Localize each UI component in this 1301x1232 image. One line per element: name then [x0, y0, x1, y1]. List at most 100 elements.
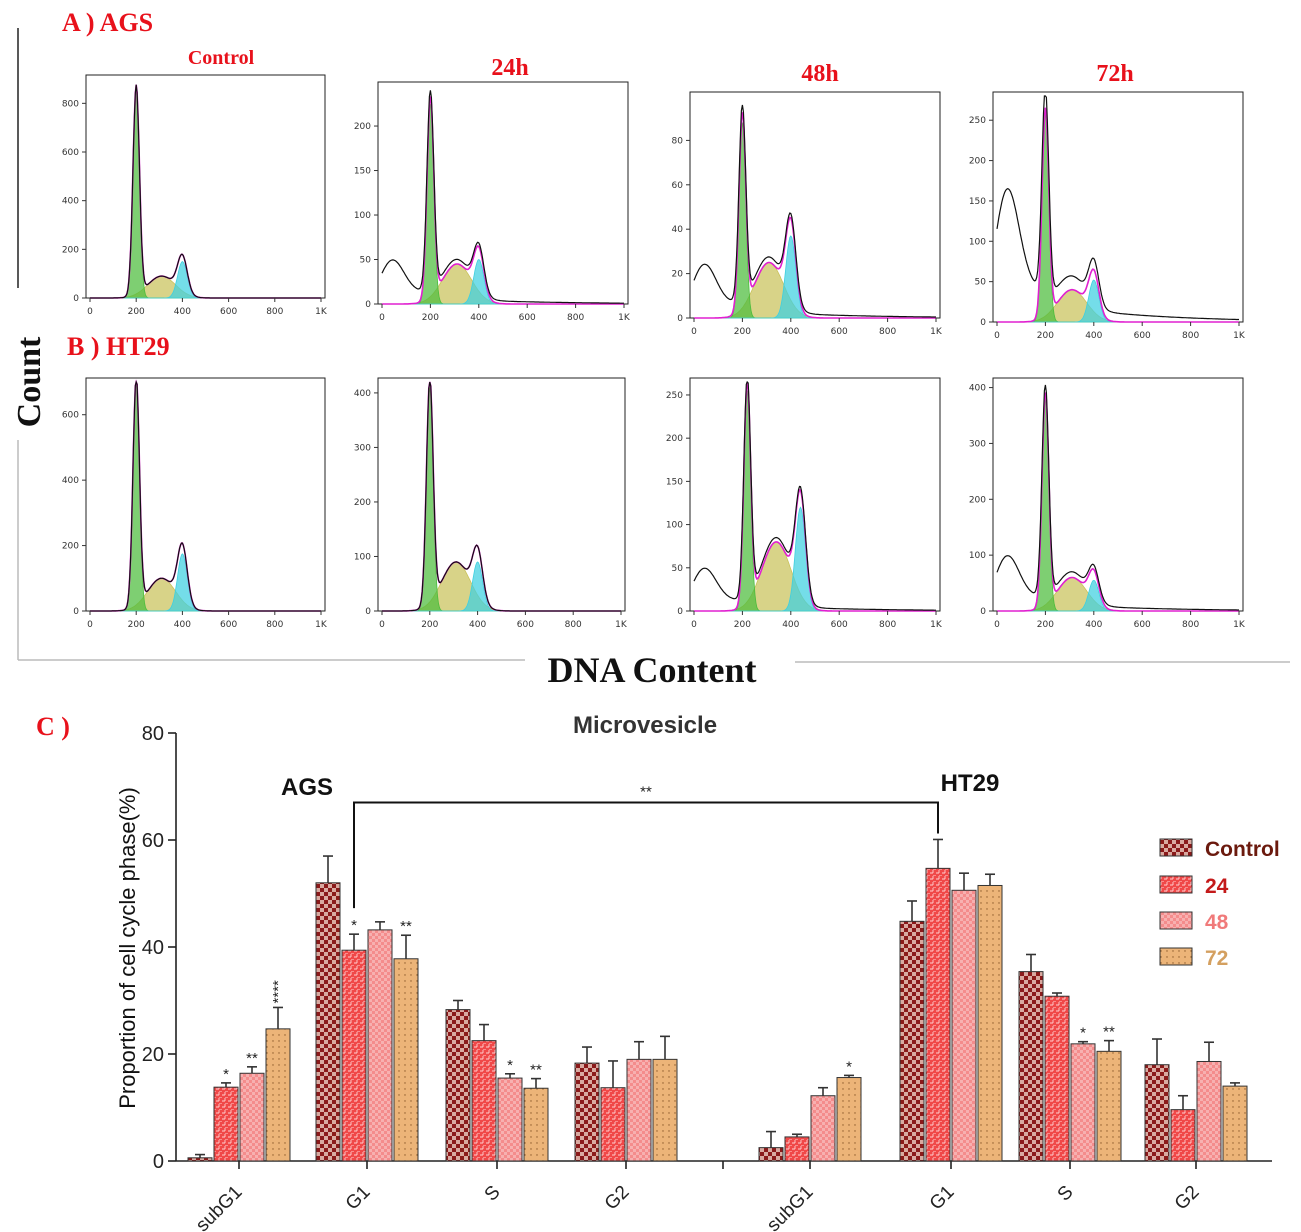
- histogram-x-tick-label: 1K: [315, 620, 328, 630]
- histogram-data-line: [693, 380, 936, 611]
- histogram-x-tick-label: 200: [734, 620, 751, 630]
- bar-ht29-g2-24: [1170, 1109, 1196, 1162]
- histogram-x-tick-label: 1K: [1233, 331, 1246, 341]
- histogram-y-tick-label: 50: [975, 278, 987, 288]
- significance-stars: **: [1103, 1024, 1115, 1041]
- histogram-y-tick-label: 0: [73, 607, 79, 617]
- x-tick-label: G1: [926, 1182, 959, 1215]
- bar-ht29-s-control: [1018, 971, 1044, 1162]
- histogram-y-tick-label: 200: [62, 245, 79, 255]
- histogram-y-tick-label: 200: [354, 498, 371, 508]
- significance-stars: *: [846, 1058, 852, 1075]
- histogram-frame: [992, 377, 1244, 612]
- histogram-x-tick-label: 600: [1134, 620, 1151, 630]
- bar-ht29-g1-72: [977, 884, 1003, 1162]
- x-tick-label: S: [1054, 1182, 1078, 1206]
- panel-b-label: B ) HT29: [67, 332, 170, 361]
- histogram-y-tick-label: 600: [62, 411, 79, 421]
- histogram-data-line: [90, 379, 321, 612]
- x-tick-label: S: [481, 1182, 505, 1206]
- histogram-y-tick-label: 60: [672, 181, 684, 191]
- x-tick-label: G2: [1171, 1182, 1204, 1215]
- histogram-model-line: [997, 107, 1239, 323]
- histogram-x-tick-label: 0: [994, 620, 1000, 630]
- histogram-x-tick-label: 0: [994, 331, 1000, 341]
- histogram-y-tick-label: 200: [354, 122, 371, 132]
- histogram-x-tick-label: 400: [470, 313, 487, 323]
- legend-label-48: 48: [1205, 911, 1229, 934]
- histogram-y-tick-label: 0: [365, 300, 371, 310]
- legend-swatch-48: [1159, 911, 1193, 930]
- histogram-x-tick-label: 800: [266, 307, 283, 317]
- histogram-x-tick-label: 200: [1037, 620, 1054, 630]
- histogram-frame: [377, 81, 629, 305]
- histogram-x-tick-label: 1K: [315, 307, 328, 317]
- histogram-x-tick-label: 800: [879, 327, 896, 337]
- histogram-x-tick-label: 1K: [1233, 620, 1246, 630]
- histogram-frame: [689, 377, 941, 612]
- histogram-y-tick-label: 100: [666, 521, 683, 531]
- histogram-x-tick-label: 0: [379, 620, 385, 630]
- bar-ags-s-control: [445, 1009, 471, 1162]
- histogram-y-tick-label: 250: [666, 391, 683, 401]
- significance-stars: *: [507, 1057, 513, 1074]
- bar-ags-g1-24: [341, 949, 367, 1162]
- histogram-data-line: [90, 84, 321, 299]
- histogram-x-tick-label: 200: [422, 313, 439, 323]
- histogram-frame: [689, 91, 941, 319]
- bar-ht29-s-72: [1096, 1050, 1122, 1162]
- histogram-y-tick-label: 400: [62, 197, 79, 207]
- histogram-y-tick-label: 150: [354, 167, 371, 177]
- bar-ht29-g1-48: [951, 889, 977, 1162]
- chart-title: Microvesicle: [573, 712, 717, 739]
- histogram-y-tick-label: 400: [62, 476, 79, 486]
- histogram-x-tick-label: 200: [128, 307, 145, 317]
- histogram-data-line: [381, 90, 624, 304]
- bar-ags-s-24: [471, 1040, 497, 1162]
- histogram-data-line: [693, 104, 936, 318]
- significance-stars: **: [400, 918, 412, 935]
- histogram-x-tick-label: 800: [879, 620, 896, 630]
- significance-stars: **: [246, 1050, 258, 1067]
- y-tick-label: 0: [153, 1151, 164, 1173]
- histogram-ht29-3: 0 200 400 600 800 1K 0 100 200 300 400: [969, 377, 1246, 630]
- histogram-x-tick-label: 800: [1182, 331, 1199, 341]
- legend-swatch-24: [1159, 875, 1193, 894]
- histogram-x-tick-label: 0: [87, 620, 93, 630]
- legend-label-72: 72: [1205, 947, 1228, 970]
- histogram-x-tick-label: 400: [1085, 620, 1102, 630]
- x-tick-label: subG1: [192, 1182, 246, 1232]
- significance-bracket: [353, 801, 939, 909]
- histogram-y-tick-label: 50: [672, 564, 684, 574]
- histogram-y-tick-label: 150: [969, 197, 986, 207]
- x-tick-label: G1: [342, 1182, 375, 1215]
- histogram-data-line: [382, 381, 621, 612]
- histogram-x-tick-label: 600: [1134, 331, 1151, 341]
- legend-swatch-72: [1159, 947, 1193, 966]
- title-24h: 24h: [491, 55, 528, 81]
- histogram-x-tick-label: 600: [220, 620, 237, 630]
- histogram-x-tick-label: 1K: [615, 620, 628, 630]
- bar-ags-subg1-control: [187, 1157, 213, 1162]
- histogram-y-tick-label: 100: [354, 211, 371, 221]
- chart-y-label: Proportion of cell cycle phase(%): [115, 787, 140, 1109]
- bar-ht29-g1-control: [899, 920, 925, 1162]
- histogram-ags-3: 0 200 400 600 800 1K 0 50 100 150 200 250: [969, 91, 1246, 341]
- histogram-y-tick-label: 100: [969, 237, 986, 247]
- histogram-x-tick-label: 1K: [618, 313, 631, 323]
- bar-ht29-subg1-48: [810, 1095, 836, 1162]
- bar-ags-s-72: [523, 1087, 549, 1162]
- histogram-y-tick-label: 0: [980, 607, 986, 617]
- histogram-y-tick-label: 600: [62, 148, 79, 158]
- histogram-x-tick-label: 600: [831, 620, 848, 630]
- histogram-ags-1: 0 200 400 600 800 1K 0 50 100 150 200: [354, 81, 631, 323]
- significance-stars: **: [530, 1062, 542, 1079]
- histogram-y-tick-label: 150: [666, 477, 683, 487]
- bar-ags-g1-48: [367, 929, 393, 1162]
- group-label-ags: AGS: [281, 774, 333, 801]
- histogram-y-tick-label: 300: [354, 443, 371, 453]
- histogram-y-tick-label: 300: [969, 439, 986, 449]
- histogram-x-tick-label: 0: [691, 620, 697, 630]
- histogram-model-line: [382, 96, 624, 305]
- histogram-ht29-2: 0 200 400 600 800 1K 0 50 100 150 200 250: [666, 377, 943, 630]
